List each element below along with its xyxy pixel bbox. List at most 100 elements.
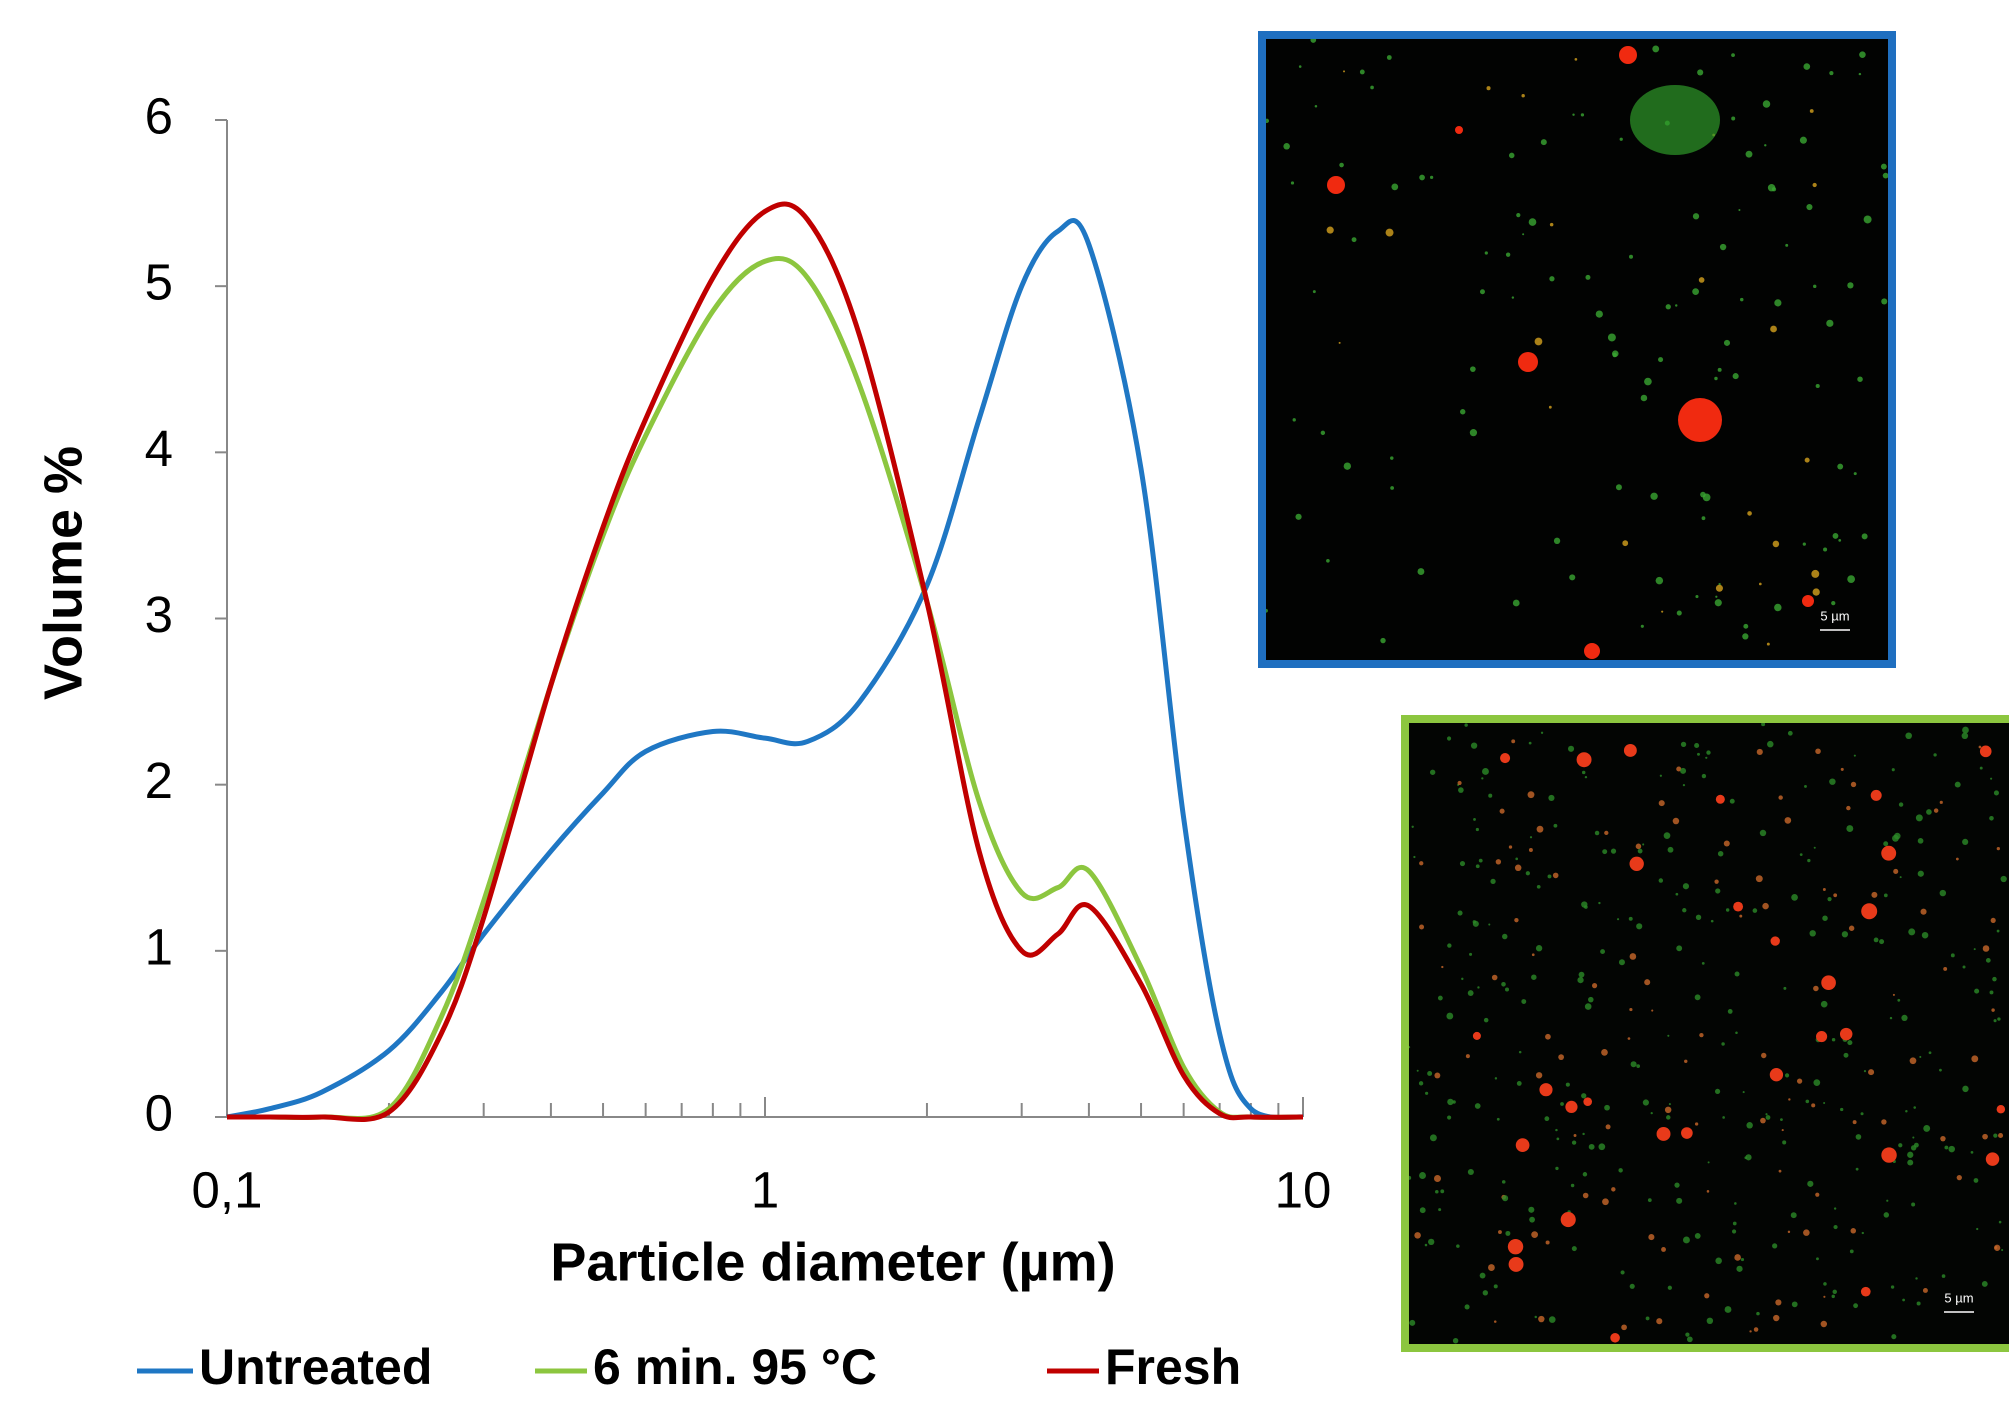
particle <box>1535 945 1543 952</box>
particle <box>1508 1256 1524 1272</box>
particle <box>1837 463 1844 470</box>
particle <box>1292 418 1296 422</box>
particle <box>1658 878 1664 883</box>
particle <box>1502 1195 1509 1202</box>
particle <box>1681 1127 1693 1139</box>
particle <box>1706 1317 1714 1325</box>
particle <box>1490 878 1496 885</box>
particle <box>1833 1207 1837 1210</box>
particle <box>1553 537 1561 545</box>
particle <box>1912 1136 1915 1139</box>
particle <box>1700 491 1706 498</box>
particle <box>1742 1091 1745 1094</box>
particle <box>1772 1243 1778 1249</box>
particle <box>1883 893 1888 898</box>
particle <box>1881 1119 1887 1125</box>
particle <box>1939 800 1943 804</box>
particle <box>1858 72 1862 76</box>
particle <box>1619 46 1637 64</box>
particle <box>1807 858 1811 863</box>
particle <box>1472 920 1479 927</box>
particle <box>1847 575 1856 583</box>
y-tick-label: 5 <box>145 254 173 311</box>
particle <box>1553 823 1558 828</box>
particle <box>1501 1180 1506 1184</box>
particle <box>1803 63 1811 70</box>
particle <box>1644 979 1651 986</box>
particle <box>1582 1172 1588 1177</box>
particle <box>1327 176 1345 194</box>
particle <box>1457 910 1463 916</box>
particle <box>1515 857 1519 861</box>
particle <box>1704 1293 1710 1299</box>
particle <box>1298 65 1302 68</box>
particle <box>1939 1068 1942 1072</box>
particle <box>1464 1304 1470 1310</box>
particle <box>1745 1154 1752 1161</box>
particle <box>1985 1152 2000 1166</box>
particle <box>1813 846 1816 849</box>
particle <box>1928 1051 1932 1055</box>
particle <box>1521 999 1527 1004</box>
particle <box>1695 914 1702 921</box>
particle <box>1717 850 1724 857</box>
particle <box>1731 116 1736 121</box>
particle <box>1461 977 1464 981</box>
particle <box>1941 1274 1946 1278</box>
particle <box>1447 1098 1454 1106</box>
particle <box>1424 1243 1428 1247</box>
particle <box>1853 1303 1859 1309</box>
particle <box>1744 1156 1748 1160</box>
particle <box>1905 732 1912 740</box>
particle <box>1549 222 1554 227</box>
particle <box>1829 778 1836 785</box>
particle <box>1637 848 1643 854</box>
particle <box>1827 897 1832 902</box>
particle <box>1893 868 1899 874</box>
particle <box>1545 1033 1551 1040</box>
particle <box>1571 1246 1577 1252</box>
particle <box>1598 901 1601 905</box>
particle <box>1881 845 1897 861</box>
particle <box>1473 818 1476 821</box>
particle <box>1762 902 1769 910</box>
particle <box>1359 69 1365 75</box>
particle <box>1370 85 1374 90</box>
particle <box>1853 754 1856 757</box>
particle <box>1706 750 1711 755</box>
particle <box>1978 745 1982 749</box>
particle <box>1501 981 1506 987</box>
particle <box>1312 290 1316 294</box>
particle <box>1529 836 1533 839</box>
particle <box>1815 748 1821 755</box>
particle <box>1852 1120 1857 1125</box>
particle <box>1996 1104 2006 1114</box>
particle <box>1715 1257 1722 1265</box>
particle <box>1314 104 1318 108</box>
particle <box>1663 832 1671 839</box>
particle <box>1847 282 1854 289</box>
particle <box>1996 846 2000 851</box>
particle <box>1784 1073 1790 1078</box>
particle <box>1594 830 1600 836</box>
particle <box>1917 837 1924 844</box>
particle <box>1848 925 1855 931</box>
particle <box>1805 1099 1810 1104</box>
particle <box>1973 948 1976 951</box>
particle <box>1682 908 1687 913</box>
particle <box>1475 827 1479 832</box>
particle <box>1642 843 1645 846</box>
particle <box>1472 1031 1481 1040</box>
particle <box>1560 1212 1576 1228</box>
particle <box>1740 297 1744 302</box>
particle <box>1907 1159 1914 1166</box>
particle <box>1982 1133 1988 1140</box>
particle <box>1976 1227 1979 1231</box>
particle <box>1544 1116 1550 1122</box>
particle <box>1933 753 1937 757</box>
particle <box>2001 1248 2004 1252</box>
particle <box>1574 57 1578 61</box>
particle <box>1774 299 1782 307</box>
particle <box>1676 766 1682 772</box>
particle <box>1588 1143 1595 1150</box>
